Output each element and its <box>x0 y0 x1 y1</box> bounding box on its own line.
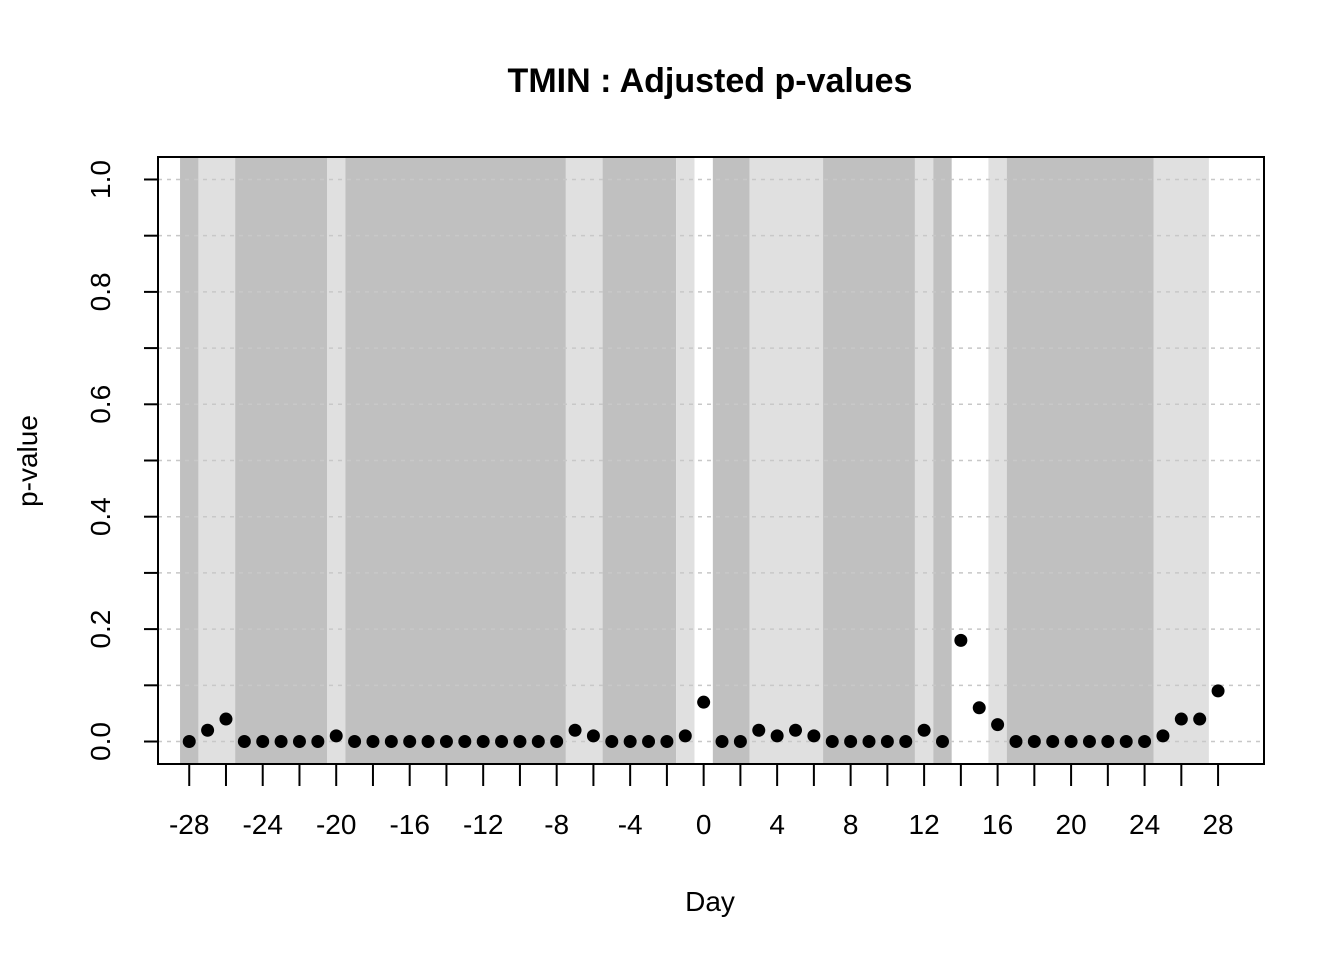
x-tick-label: 16 <box>982 809 1013 840</box>
data-point <box>1082 735 1096 749</box>
data-point <box>715 735 729 749</box>
data-point <box>1101 735 1115 749</box>
data-point <box>1156 729 1170 743</box>
data-point <box>862 735 876 749</box>
data-point <box>366 735 380 749</box>
data-point <box>807 729 821 743</box>
data-point <box>586 729 600 743</box>
x-axis-label: Day <box>685 886 735 917</box>
x-tick-label: -8 <box>544 809 569 840</box>
y-tick-label: 0.0 <box>85 722 116 761</box>
y-tick-label: 1.0 <box>85 160 116 199</box>
data-point <box>329 729 343 743</box>
data-point <box>531 735 545 749</box>
band-light <box>1153 157 1209 764</box>
data-point <box>917 723 931 737</box>
data-point <box>1211 684 1225 698</box>
data-point <box>605 735 619 749</box>
data-point <box>1119 735 1133 749</box>
data-point <box>384 735 398 749</box>
data-point <box>752 723 766 737</box>
grid-lines <box>158 178 1264 743</box>
data-point <box>1064 735 1078 749</box>
data-point <box>292 735 306 749</box>
band-dark <box>180 157 199 764</box>
data-point <box>439 735 453 749</box>
data-point <box>697 695 711 709</box>
data-point <box>623 735 637 749</box>
x-tick-label: -16 <box>389 809 429 840</box>
band-light <box>327 157 346 764</box>
data-points <box>182 633 1225 749</box>
x-tick-label: 0 <box>696 809 712 840</box>
data-point <box>476 735 490 749</box>
data-point <box>991 718 1005 732</box>
data-point <box>513 735 527 749</box>
data-point <box>219 712 233 726</box>
x-tick-label: -28 <box>169 809 209 840</box>
data-point <box>1046 735 1060 749</box>
band-light <box>676 157 695 764</box>
x-tick-label: 12 <box>909 809 940 840</box>
data-point <box>899 735 913 749</box>
data-point <box>1138 735 1152 749</box>
data-point <box>568 723 582 737</box>
data-point <box>660 735 674 749</box>
data-point <box>770 729 784 743</box>
data-point <box>201 723 215 737</box>
data-point <box>311 735 325 749</box>
y-axis: 0.0 0.2 0.4 0.6 0.8 1.0 <box>85 160 158 761</box>
data-point <box>182 735 196 749</box>
data-point <box>789 723 803 737</box>
data-point <box>844 735 858 749</box>
data-point <box>458 735 472 749</box>
data-point <box>1174 712 1188 726</box>
data-point <box>1193 712 1207 726</box>
y-tick-label: 0.8 <box>85 272 116 311</box>
x-tick-label: 28 <box>1202 809 1233 840</box>
x-tick-label: 24 <box>1129 809 1160 840</box>
data-point <box>825 735 839 749</box>
x-tick-label: 8 <box>843 809 859 840</box>
data-point <box>256 735 270 749</box>
x-tick-label: -12 <box>463 809 503 840</box>
data-point <box>237 735 251 749</box>
x-tick-label: -20 <box>316 809 356 840</box>
band-light <box>749 157 824 764</box>
data-point <box>495 735 509 749</box>
x-axis: -28 -24 -20 -16 -12 -8 -4 0 4 8 12 16 20 24 28 <box>169 764 1234 840</box>
y-tick-label: 0.2 <box>85 610 116 649</box>
x-tick-label: 4 <box>769 809 785 840</box>
data-point <box>1027 735 1041 749</box>
y-tick-label: 0.6 <box>85 385 116 424</box>
chart-title: TMIN : Adjusted p-values <box>508 62 913 100</box>
data-point <box>403 735 417 749</box>
shaded-bands <box>180 157 1209 764</box>
y-tick-label: 0.4 <box>85 497 116 536</box>
x-tick-label: -4 <box>618 809 643 840</box>
data-point <box>274 735 288 749</box>
data-point <box>642 735 656 749</box>
data-point <box>1009 735 1023 749</box>
data-point <box>550 735 564 749</box>
y-axis-label: p-value <box>12 415 43 507</box>
data-point <box>733 735 747 749</box>
data-point <box>880 735 894 749</box>
data-point <box>954 633 968 647</box>
x-tick-label: -24 <box>242 809 282 840</box>
data-point <box>678 729 692 743</box>
data-point <box>421 735 435 749</box>
data-point <box>348 735 362 749</box>
x-tick-label: 20 <box>1056 809 1087 840</box>
data-point <box>935 735 949 749</box>
data-point <box>972 701 986 715</box>
